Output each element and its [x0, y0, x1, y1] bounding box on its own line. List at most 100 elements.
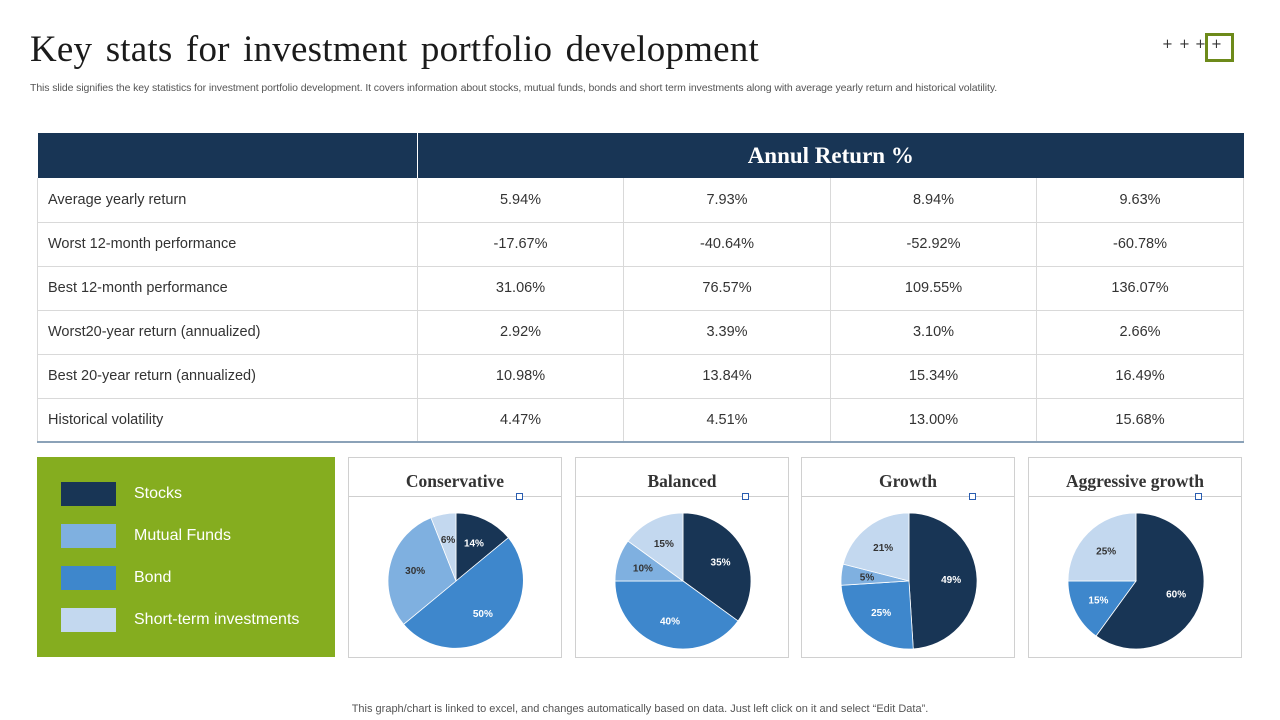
pie-data-label: 21% — [873, 543, 893, 554]
row-label: Worst 12-month performance — [37, 222, 418, 267]
table-cell: 15.68% — [1036, 398, 1245, 443]
legend-item-mutual-funds: Mutual Funds — [61, 524, 231, 548]
pie-data-label: 15% — [654, 539, 674, 550]
pie-data-label: 25% — [1096, 547, 1116, 558]
table-cell: 109.55% — [830, 266, 1037, 311]
legend-label: Short-term investments — [134, 611, 300, 628]
title-underline — [349, 496, 561, 497]
chart-legend: Stocks Mutual Funds Bond Short-term inve… — [37, 457, 335, 657]
table-cell: 10.98% — [417, 354, 624, 399]
legend-label: Mutual Funds — [134, 527, 231, 544]
table-cell: 76.57% — [623, 266, 831, 311]
pie-slice-short-term-investments — [430, 512, 457, 582]
table-cell: 2.66% — [1036, 310, 1245, 355]
table-cell: 3.39% — [623, 310, 831, 355]
pie-chart-growth: 49% 25% 5% 21% — [840, 512, 978, 650]
stats-table: Annul Return % Average yearly return 5.94… — [37, 133, 1245, 443]
pie-slice-bond — [614, 580, 739, 650]
table-cell: 13.84% — [623, 354, 831, 399]
pie-data-label: 14% — [464, 538, 484, 549]
pie-card-balanced[interactable]: Balanced 35% 40% 10% 15% — [575, 457, 789, 658]
resize-handle-icon[interactable] — [969, 493, 976, 500]
table-header-row: Annul Return % — [37, 133, 1244, 178]
table-cell: -52.92% — [830, 222, 1037, 267]
pie-card-growth[interactable]: Growth 49% 25% 5% 21% — [801, 457, 1015, 658]
page-subtitle: This slide signifies the key statistics … — [30, 82, 998, 94]
pie-slice-stocks — [1095, 512, 1205, 650]
table-row: Best 20-year return (annualized) 10.98% 13… — [37, 354, 1245, 399]
pie-data-label: 49% — [941, 575, 961, 586]
table-cell: 31.06% — [417, 266, 624, 311]
table-cell: -60.78% — [1036, 222, 1245, 267]
legend-swatch-bond — [61, 566, 116, 590]
pie-data-label: 25% — [871, 608, 891, 619]
pie-title: Growth — [878, 471, 937, 491]
pie-slice-short-term-investments — [1067, 512, 1137, 582]
pie-slice-mutual-funds — [387, 517, 457, 625]
legend-item-short-term: Short-term investments — [61, 608, 299, 632]
table-row: Average yearly return 5.94% 7.93% 8.94% 9.63… — [37, 178, 1245, 223]
pie-data-label: 10% — [633, 563, 653, 574]
footer-note: This graph/chart is linked to excel, and… — [351, 703, 929, 715]
plus-icon: + — [1195, 37, 1206, 52]
legend-label: Bond — [134, 569, 172, 586]
pie-data-label: 6% — [441, 535, 456, 546]
pie-slice-short-term-investments — [627, 512, 684, 582]
table-row: Best 12-month performance 31.06% 76.57% 109… — [37, 266, 1245, 311]
table-cell: -40.64% — [623, 222, 831, 267]
plus-icon: + — [1179, 37, 1190, 52]
pie-card-aggressive-growth[interactable]: Aggressive growth 60% 15% 25% — [1028, 457, 1242, 658]
pie-data-label: 60% — [1166, 590, 1186, 601]
table-cell: 15.34% — [830, 354, 1037, 399]
pie-slice-stocks — [455, 512, 509, 582]
resize-handle-icon[interactable] — [742, 493, 749, 500]
pie-slice-bond — [840, 580, 914, 650]
pie-data-label: 40% — [660, 617, 680, 628]
page-title: Key stats for investment portfolio devel… — [30, 29, 759, 70]
resize-handle-icon[interactable] — [516, 493, 523, 500]
decorative-plus-box: + + + + — [1160, 32, 1236, 64]
pie-chart-aggressive-growth: 60% 15% 25% — [1067, 512, 1205, 650]
pie-slice-stocks — [908, 512, 978, 650]
pie-data-label: 35% — [711, 557, 731, 568]
table-row: Worst20-year return (annualized) 2.92% 3.3… — [37, 310, 1245, 355]
square-frame-icon — [1205, 33, 1234, 62]
table-cell: 2.92% — [417, 310, 624, 355]
pie-data-label: 5% — [860, 573, 875, 584]
table-cell: 13.00% — [830, 398, 1037, 443]
plus-icon: + — [1211, 37, 1222, 52]
legend-swatch-stocks — [61, 482, 116, 506]
pie-slice-bond — [1067, 580, 1137, 637]
pie-slice-stocks — [682, 512, 752, 622]
pie-card-conservative[interactable]: Conservative 14% 50% 30% 6% — [348, 457, 562, 658]
plus-icon: + — [1162, 37, 1173, 52]
pie-data-label: 30% — [405, 566, 425, 577]
pie-data-label: 15% — [1088, 596, 1108, 607]
legend-label: Stocks — [134, 485, 183, 502]
table-cell: 5.94% — [417, 178, 624, 223]
table-cell: 7.93% — [623, 178, 831, 223]
row-label: Best 12-month performance — [37, 266, 418, 311]
row-label: Worst20-year return (annualized) — [37, 310, 418, 355]
pie-chart-balanced: 35% 40% 10% 15% — [614, 512, 752, 650]
pie-title: Balanced — [647, 471, 717, 491]
table-row: Historical volatility 4.47% 4.51% 13.00% 15.… — [37, 398, 1245, 443]
pie-title: Aggressive growth — [1066, 471, 1204, 491]
pie-slice-short-term-investments — [842, 512, 910, 582]
legend-swatch-mutual-funds — [61, 524, 116, 548]
pie-slice-bond — [403, 537, 524, 649]
table-header-title: Annul Return % — [417, 133, 1244, 178]
pie-chart-conservative: 14% 50% 30% 6% — [387, 512, 524, 649]
table-header-blank — [37, 133, 418, 178]
legend-item-stocks: Stocks — [61, 482, 182, 506]
resize-handle-icon[interactable] — [1195, 493, 1202, 500]
row-label: Average yearly return — [37, 178, 418, 223]
table-cell: -17.67% — [417, 222, 624, 267]
title-underline — [1029, 496, 1241, 497]
table-cell: 9.63% — [1036, 178, 1245, 223]
table-cell: 4.51% — [623, 398, 831, 443]
table-cell: 8.94% — [830, 178, 1037, 223]
title-underline — [802, 496, 1014, 497]
table-cell: 16.49% — [1036, 354, 1245, 399]
row-label: Best 20-year return (annualized) — [37, 354, 418, 399]
